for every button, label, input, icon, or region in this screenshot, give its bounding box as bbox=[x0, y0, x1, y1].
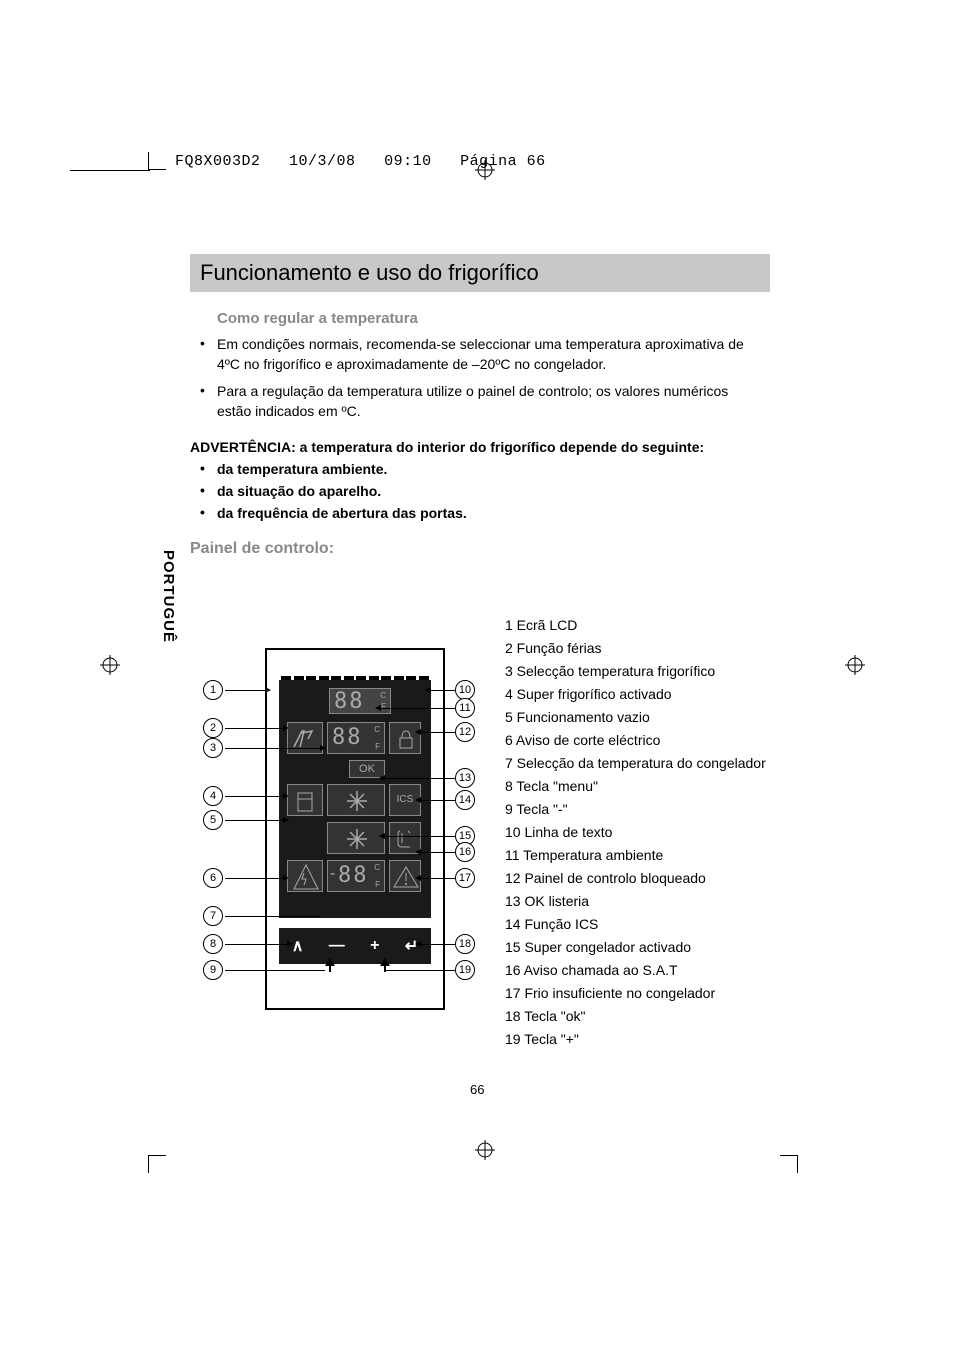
registration-mark-icon bbox=[845, 655, 865, 675]
bullet-marker: • bbox=[200, 460, 205, 476]
snowflake-icon bbox=[327, 784, 385, 816]
warning-bullet-2: da situação do aparelho. bbox=[217, 482, 381, 502]
callout-4: 4 bbox=[203, 786, 223, 806]
arrow-up-icon bbox=[325, 958, 335, 972]
legend-item: 14 Função ICS bbox=[505, 914, 766, 935]
legend-item: 10 Linha de texto bbox=[505, 822, 766, 843]
legend-item: 7 Selecção da temperatura do congelador bbox=[505, 753, 766, 774]
minus-button-glyph: — bbox=[329, 937, 345, 955]
language-sidebar-label: PORTUGUÊ bbox=[160, 550, 177, 643]
legend-item: 11 Temperatura ambiente bbox=[505, 845, 766, 866]
doc-page-label: Página 66 bbox=[460, 153, 546, 170]
bullet-marker: • bbox=[200, 382, 205, 398]
unit-c-label: C bbox=[374, 725, 380, 734]
legend-item: 18 Tecla "ok" bbox=[505, 1006, 766, 1027]
legend-item: 13 OK listeria bbox=[505, 891, 766, 912]
legend-item: 5 Funcionamento vazio bbox=[505, 707, 766, 728]
crop-corner bbox=[148, 152, 166, 170]
bullet-marker: • bbox=[200, 482, 205, 498]
doc-date: 10/3/08 bbox=[289, 153, 356, 170]
super-fridge-icon bbox=[287, 784, 323, 816]
freezer-temp-display: - 88 C F bbox=[327, 860, 385, 892]
legend-item: 1 Ecrã LCD bbox=[505, 615, 766, 636]
legend-item: 2 Função férias bbox=[505, 638, 766, 659]
page-root: FQ8X003D2 10/3/08 09:10 Página 66 Funcio… bbox=[0, 0, 954, 1351]
unit-f-label: F bbox=[375, 880, 380, 889]
doc-time: 09:10 bbox=[384, 153, 432, 170]
page-number: 66 bbox=[470, 1082, 484, 1097]
legend-item: 9 Tecla "-" bbox=[505, 799, 766, 820]
warning-bullet-3: da frequência de abertura das portas. bbox=[217, 504, 467, 524]
crop-mark bbox=[70, 170, 150, 171]
legend-item: 3 Selecção temperatura frigorífico bbox=[505, 661, 766, 682]
warning-bullet-1: da temperatura ambiente. bbox=[217, 460, 387, 480]
warning-title: ADVERTÊNCIA: a temperatura do interior d… bbox=[190, 438, 770, 458]
crop-corner bbox=[780, 1155, 798, 1173]
legend-item: 19 Tecla "+" bbox=[505, 1029, 766, 1050]
callout-3: 3 bbox=[203, 738, 223, 758]
callout-9: 9 bbox=[203, 960, 223, 980]
fridge-select-display: 88 C F bbox=[327, 722, 385, 754]
power-cut-icon bbox=[287, 860, 323, 892]
legend-item: 17 Frio insuficiente no congelador bbox=[505, 983, 766, 1004]
callout-12: 12 bbox=[455, 722, 475, 742]
bullet-text-1: Em condições normais, recomenda-se selec… bbox=[217, 335, 762, 374]
legend-item: 4 Super frigorífico activado bbox=[505, 684, 766, 705]
plus-button-glyph: + bbox=[370, 937, 379, 955]
menu-button-glyph: ∧ bbox=[292, 936, 304, 956]
legend-item: 16 Aviso chamada ao S.A.T bbox=[505, 960, 766, 981]
super-freezer-icon bbox=[327, 822, 385, 854]
lock-icon bbox=[389, 722, 421, 754]
crop-corner bbox=[148, 1155, 166, 1173]
panel-title: Painel de controlo: bbox=[190, 540, 334, 558]
registration-mark-icon bbox=[475, 1140, 495, 1160]
bullet-marker: • bbox=[200, 335, 205, 351]
registration-mark-icon bbox=[100, 655, 120, 675]
registration-mark-icon bbox=[475, 160, 495, 180]
legend-item: 6 Aviso de corte eléctrico bbox=[505, 730, 766, 751]
legend-item: 15 Super congelador activado bbox=[505, 937, 766, 958]
section-title: Funcionamento e uso do frigorífico bbox=[190, 254, 770, 292]
lcd-background: 88 C F 88 C F OK bbox=[279, 680, 431, 918]
vacation-icon bbox=[287, 722, 323, 754]
callout-11: 11 bbox=[455, 698, 475, 718]
bullet-text-2: Para a regulação da temperatura utilize … bbox=[217, 382, 762, 421]
callout-18: 18 bbox=[455, 934, 475, 954]
doc-id: FQ8X003D2 bbox=[175, 153, 261, 170]
callout-13: 13 bbox=[455, 768, 475, 788]
fridge-sel-digits: 88 bbox=[332, 725, 363, 750]
bullet-marker: • bbox=[200, 504, 205, 520]
unit-f-label: F bbox=[381, 702, 386, 711]
arrow-up-icon bbox=[380, 958, 390, 972]
unit-c-label: C bbox=[380, 691, 386, 700]
callout-14: 14 bbox=[455, 790, 475, 810]
callout-5: 5 bbox=[203, 810, 223, 830]
legend-item: 12 Painel de controlo bloqueado bbox=[505, 868, 766, 889]
callout-16: 16 bbox=[455, 842, 475, 862]
button-row: ∧ — + ↵ bbox=[279, 928, 431, 964]
callout-10: 10 bbox=[455, 680, 475, 700]
unit-f-label: F bbox=[375, 742, 380, 751]
callout-17: 17 bbox=[455, 868, 475, 888]
callout-2: 2 bbox=[203, 718, 223, 738]
freezer-digits: 88 bbox=[338, 863, 369, 888]
legend-item: 8 Tecla "menu" bbox=[505, 776, 766, 797]
callout-19: 19 bbox=[455, 960, 475, 980]
callout-7: 7 bbox=[203, 906, 223, 926]
unit-c-label: C bbox=[374, 863, 380, 872]
subtitle-temperature: Como regular a temperatura bbox=[217, 310, 418, 327]
legend-list: 1 Ecrã LCD 2 Função férias 3 Selecção te… bbox=[505, 615, 766, 1052]
fridge-digits: 88 bbox=[334, 689, 365, 714]
callout-6: 6 bbox=[203, 868, 223, 888]
callout-8: 8 bbox=[203, 934, 223, 954]
fridge-temp-display: 88 C F bbox=[329, 688, 391, 714]
callout-1: 1 bbox=[203, 680, 223, 700]
